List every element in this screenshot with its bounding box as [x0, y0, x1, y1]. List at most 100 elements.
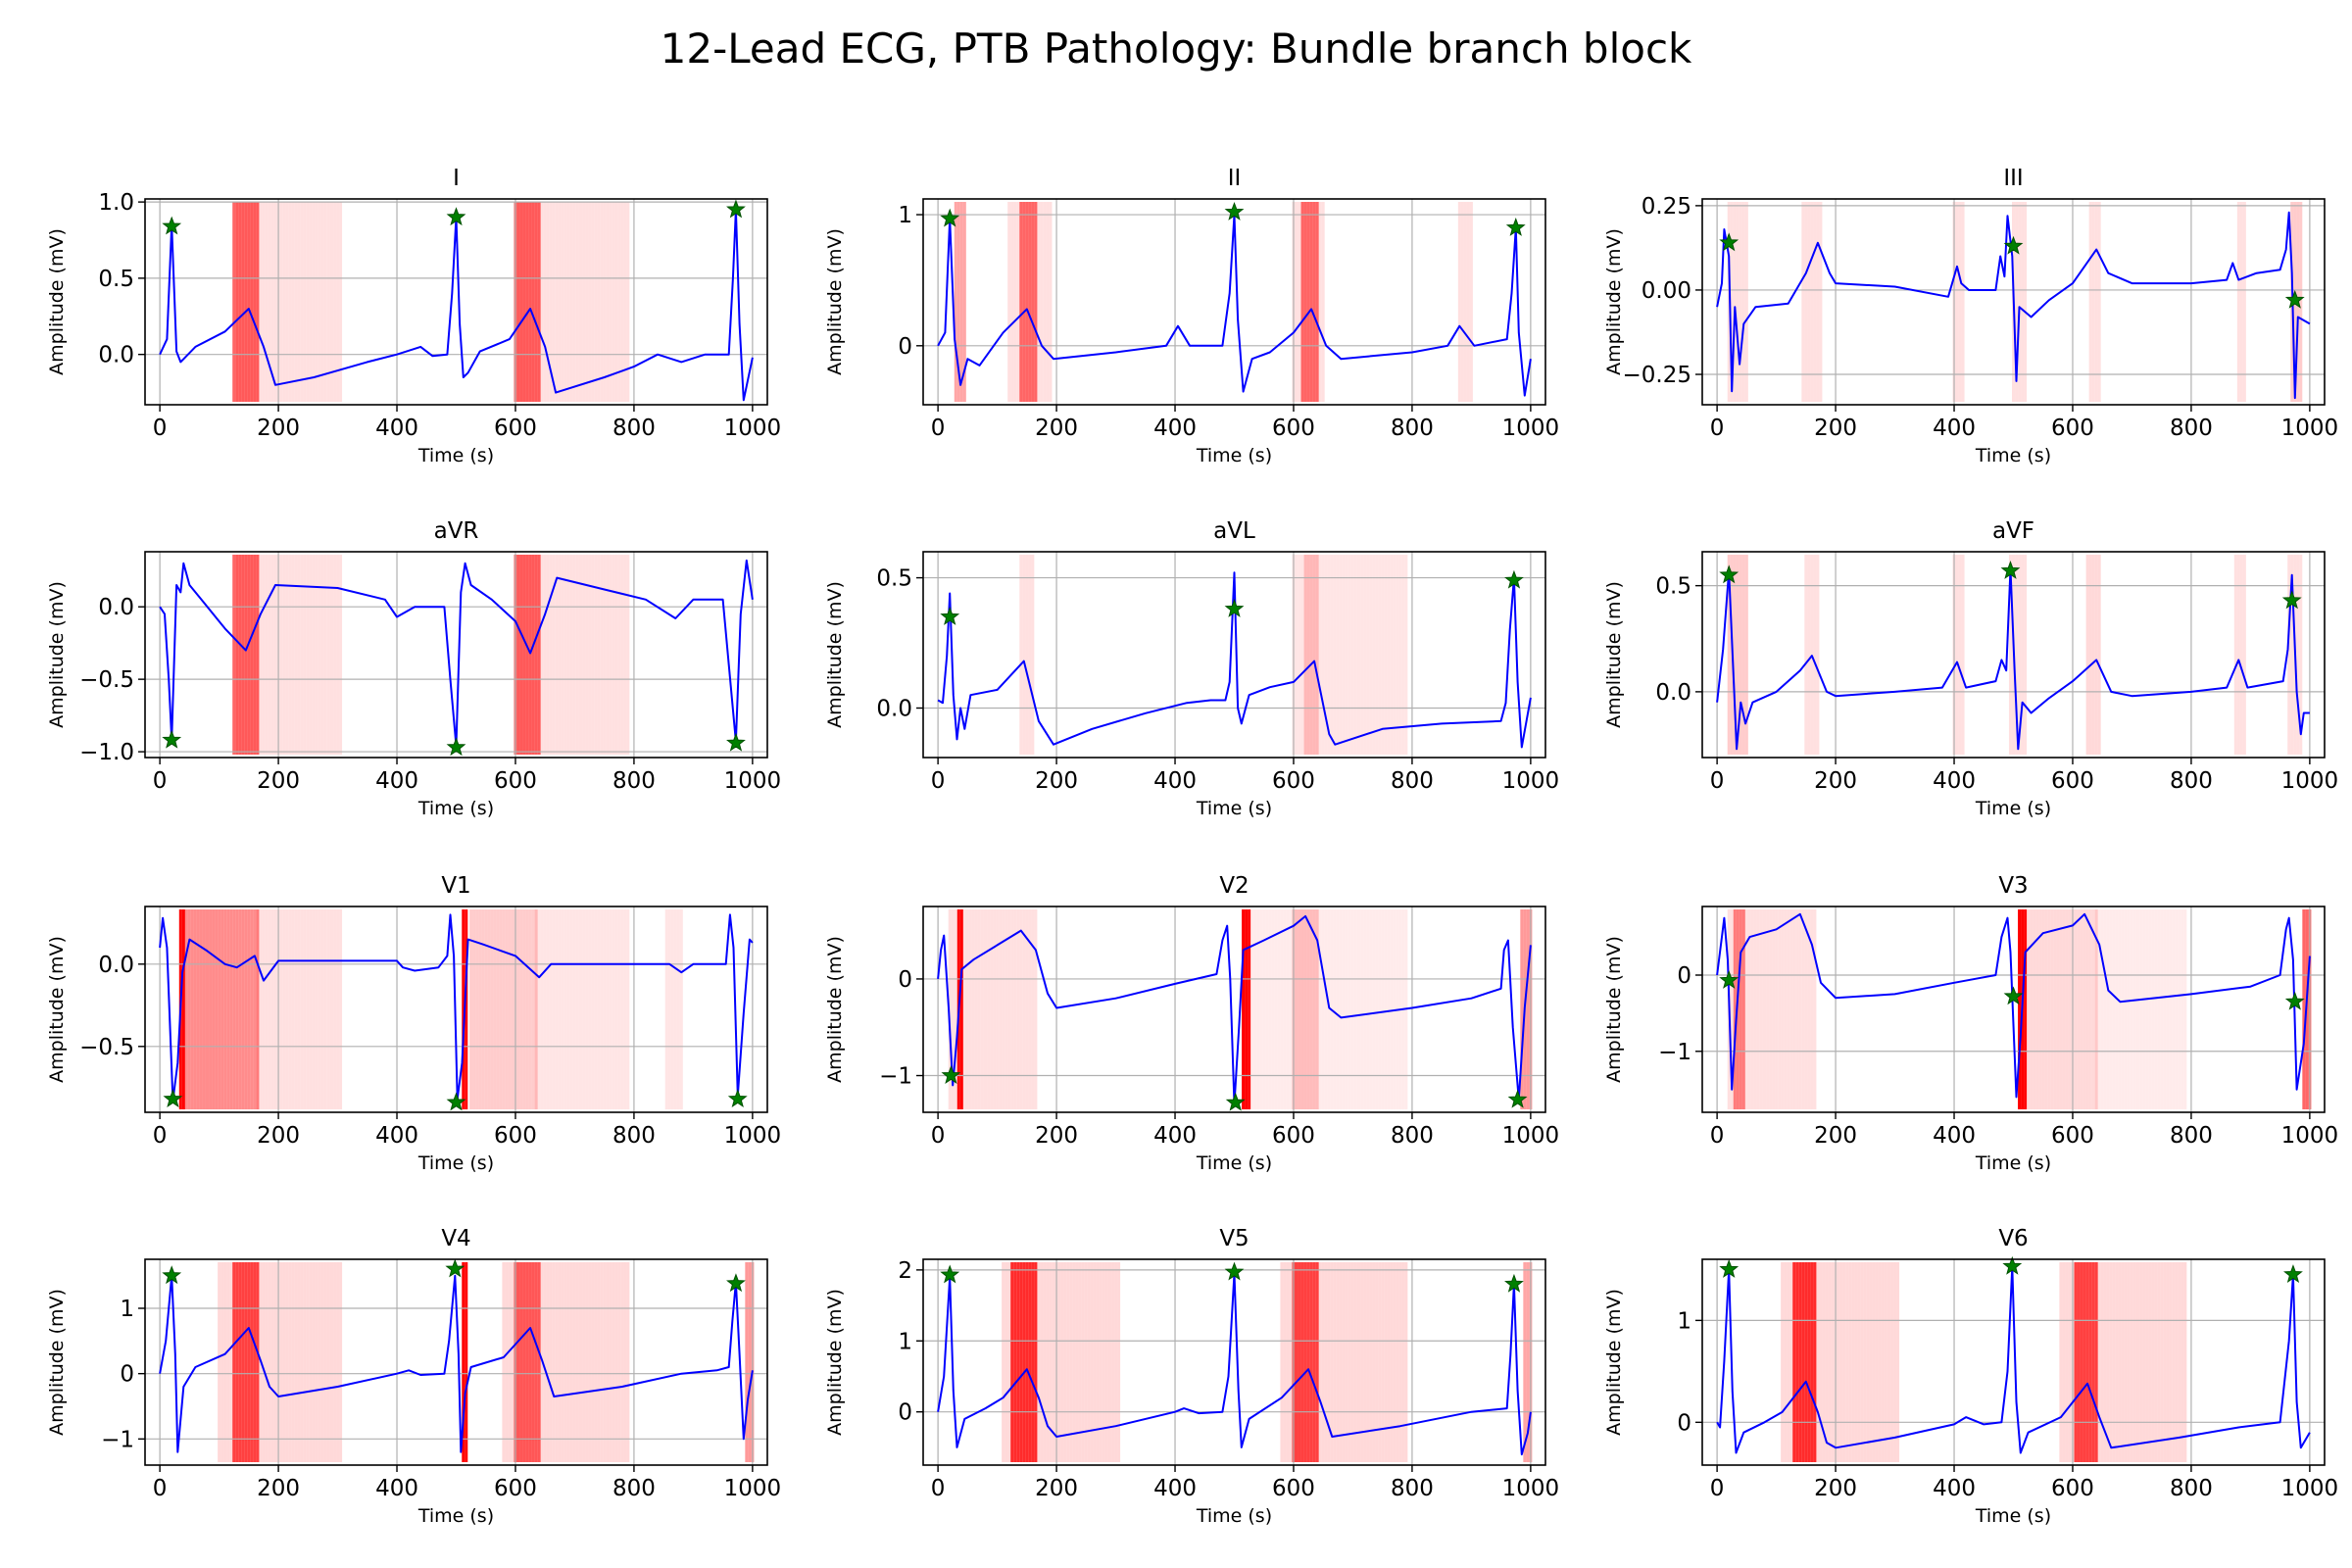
peak-marker: [940, 208, 960, 227]
y-axis-label: Amplitude (mV): [824, 581, 846, 728]
panel-title: V6: [1998, 1226, 2028, 1251]
y-axis-label: Amplitude (mV): [1603, 1289, 1625, 1436]
peak-marker: [1719, 970, 1740, 989]
y-tick-label: 1: [898, 1329, 912, 1354]
x-tick-label: 400: [375, 1123, 418, 1149]
axes-frame: [144, 1258, 768, 1466]
peak-marker: [1225, 1092, 1246, 1111]
x-tick-label: 400: [375, 1476, 418, 1501]
x-tick-label: 800: [1391, 1123, 1434, 1149]
y-axis-label: Amplitude (mV): [46, 581, 68, 728]
x-tick-label: 1000: [1502, 1476, 1560, 1501]
highlight-bands: [178, 909, 683, 1109]
x-tick-label: 1000: [1502, 1123, 1560, 1149]
x-tick-label: 800: [1391, 768, 1434, 794]
x-tick-label: 0: [1710, 768, 1725, 794]
panel-v4: 0 200 400 600 800 1000 −1 0 1 V4 Time (s) Amplitude…: [46, 1226, 781, 1527]
x-axis-label: Time (s): [1196, 1152, 1272, 1174]
x-tick-label: 200: [1814, 1123, 1857, 1149]
x-tick-label: 600: [1272, 768, 1315, 794]
panel-title: V5: [1219, 1226, 1249, 1251]
y-tick-label: 0.00: [1642, 278, 1691, 304]
x-tick-label: 200: [1035, 1476, 1078, 1501]
y-axis-label: Amplitude (mV): [824, 228, 846, 375]
ecg-signal-line: [1716, 912, 2311, 1099]
x-tick-label: 200: [257, 1123, 300, 1149]
y-tick-label: −0.25: [1623, 363, 1691, 388]
x-tick-label: 0: [1710, 416, 1725, 441]
x-tick-label: 1000: [724, 1123, 782, 1149]
panel-title: V3: [1998, 873, 2028, 899]
x-tick-label: 800: [1391, 1476, 1434, 1501]
x-tick-label: 800: [612, 416, 656, 441]
x-tick-label: 200: [257, 768, 300, 794]
x-tick-label: 800: [612, 768, 656, 794]
y-tick-label: 0: [1677, 963, 1691, 989]
y-tick-label: −1.0: [79, 740, 134, 765]
x-tick-label: 600: [494, 1476, 537, 1501]
x-tick-label: 600: [494, 768, 537, 794]
x-axis-label: Time (s): [1196, 1505, 1272, 1527]
x-tick-label: 200: [1035, 1123, 1078, 1149]
ecg-signal-line: [937, 571, 1532, 749]
peak-marker: [162, 216, 182, 235]
peak-marker: [162, 729, 182, 749]
panel-avl: 0 200 400 600 800 1000 0.0 0.5 aVL Time (s) Amplit…: [824, 518, 1559, 819]
x-tick-label: 1000: [724, 1476, 782, 1501]
y-tick-label: 0: [898, 1400, 912, 1426]
peak-marker: [940, 1264, 960, 1284]
panel-title: III: [2003, 166, 2023, 191]
peak-marker: [2000, 561, 2021, 579]
ecg-signal-line: [937, 1272, 1532, 1456]
peak-marker: [2003, 235, 2024, 255]
panel-title: V1: [441, 873, 470, 899]
x-tick-label: 800: [1391, 416, 1434, 441]
peak-marker: [2281, 590, 2302, 610]
x-axis-label: Time (s): [1196, 798, 1272, 819]
x-tick-label: 800: [612, 1123, 656, 1149]
y-axis-label: Amplitude (mV): [824, 936, 846, 1083]
x-tick-label: 0: [153, 1123, 168, 1149]
x-tick-label: 600: [1272, 1123, 1315, 1149]
axes-frame: [922, 906, 1546, 1113]
x-tick-label: 400: [1153, 768, 1197, 794]
peak-marker: [2284, 289, 2305, 309]
x-tick-label: 600: [2051, 1476, 2094, 1501]
x-tick-label: 600: [494, 416, 537, 441]
x-tick-label: 200: [257, 416, 300, 441]
peak-marker: [163, 1089, 183, 1107]
x-tick-label: 200: [1035, 768, 1078, 794]
highlight-bands: [1727, 202, 2303, 402]
highlight-bands: [1019, 555, 1408, 755]
x-tick-label: 0: [931, 1123, 946, 1149]
panel-title: I: [453, 166, 460, 191]
x-tick-label: 600: [494, 1123, 537, 1149]
peak-marker: [1507, 1089, 1528, 1108]
x-axis-label: Time (s): [417, 445, 494, 466]
panel-iii: 0 200 400 600 800 1000 −0.25 0.00 0.25 III Time (s…: [1603, 166, 2338, 466]
x-tick-label: 800: [2170, 768, 2213, 794]
peak-marker: [1504, 1273, 1524, 1293]
axes-frame: [1701, 906, 2326, 1113]
y-tick-label: 2: [898, 1258, 912, 1284]
axes-frame: [922, 198, 1546, 406]
peak-marker: [446, 737, 466, 757]
peak-marker: [446, 1092, 466, 1111]
y-axis-label: Amplitude (mV): [46, 1289, 68, 1436]
x-tick-label: 800: [2170, 1476, 2213, 1501]
y-axis-label: Amplitude (mV): [1603, 228, 1625, 375]
ecg-signal-line: [159, 208, 754, 402]
peak-marker: [940, 607, 960, 625]
y-tick-label: −1: [101, 1427, 134, 1452]
x-tick-label: 1000: [2281, 768, 2339, 794]
y-tick-label: 0: [898, 967, 912, 993]
x-tick-label: 0: [153, 416, 168, 441]
y-tick-label: −1: [879, 1064, 912, 1090]
x-tick-label: 400: [1933, 416, 1976, 441]
highlight-bands: [1727, 909, 2312, 1109]
x-tick-label: 1000: [1502, 416, 1560, 441]
x-tick-label: 1000: [724, 416, 782, 441]
peak-marker: [162, 1265, 182, 1285]
peak-marker: [941, 1065, 961, 1084]
